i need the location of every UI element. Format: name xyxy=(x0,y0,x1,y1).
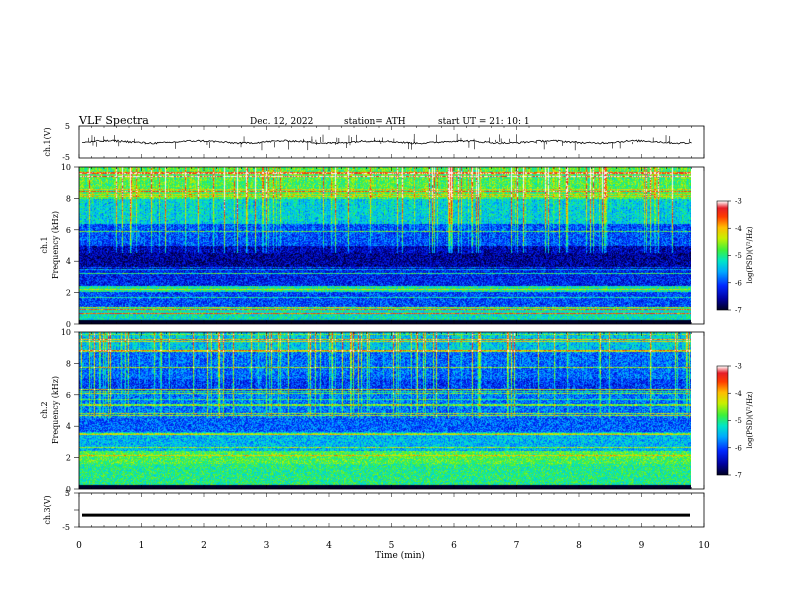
ch3-waveform-frame xyxy=(78,492,705,528)
ch2-colorbar-tick-label-4: -7 xyxy=(735,472,742,480)
ch2-spectrogram-heatmap xyxy=(79,332,691,489)
ch1-spectrogram-panel: 0 2 4 6 8 10 ch.1 Frequency (kHz) xyxy=(40,163,705,329)
ch1-colorbar-ticks: -3 -4 -5 -6 -7 xyxy=(728,198,742,315)
ch1-spectrogram-yticks: 0 2 4 6 8 10 xyxy=(61,163,79,329)
ch2-colorbar: -3 -4 -5 -6 -7 log(PSD)(V²/Hz) xyxy=(716,363,754,480)
ch1-spectrogram-ytick-label-3: 6 xyxy=(66,226,71,235)
xtick-label-7: 7 xyxy=(514,541,520,551)
station-label: station= ATH xyxy=(344,117,406,127)
time-axis-label: Time (min) xyxy=(375,550,425,561)
ch1-waveform-ylabel: ch.1(V) xyxy=(43,127,52,156)
ch2-spectrogram-ytick-label-0: 0 xyxy=(66,485,71,494)
ch2-colorbar-gradient xyxy=(717,366,728,475)
xtick-label-9: 9 xyxy=(639,541,645,551)
xtick-label-1: 1 xyxy=(139,541,145,551)
ch1-spectrogram-ytick-label-4: 8 xyxy=(66,194,71,203)
ch1-spectrogram-ytick-label-2: 4 xyxy=(66,257,71,266)
ch2-spectrogram-ytick-label-2: 4 xyxy=(66,422,71,431)
ch1-colorbar-gradient xyxy=(717,201,728,310)
ch3-waveform-ylabel: ch.3(V) xyxy=(43,495,52,524)
ch2-colorbar-ticks: -3 -4 -5 -6 -7 xyxy=(728,363,742,480)
ch1-waveform-panel: 5 -5 ch.1(V) xyxy=(43,122,705,162)
ch2-colorbar-tick-label-0: -3 xyxy=(735,363,742,371)
ch2-spectrogram-ytick-label-5: 10 xyxy=(61,328,71,337)
xtick-label-2: 2 xyxy=(201,541,207,551)
ch2-colorbar-tick-label-3: -6 xyxy=(735,444,742,452)
xtick-label-10: 10 xyxy=(698,541,710,551)
shared-time-ticks xyxy=(78,126,705,527)
ch2-colorbar-tick-label-1: -4 xyxy=(735,390,742,398)
ch2-spectrogram-ytick-label-3: 6 xyxy=(66,391,71,400)
ch1-waveform-line xyxy=(82,139,692,145)
xtick-label-0: 0 xyxy=(76,541,82,551)
ch1-waveform-spikes xyxy=(88,133,690,151)
ch2-colorbar-tick-label-2: -5 xyxy=(735,417,742,425)
ch1-spectrogram-ytick-label-1: 2 xyxy=(66,289,71,298)
time-x-axis: 0 1 2 3 4 5 6 7 8 9 10 xyxy=(76,541,710,551)
ch2-spectrogram-ytick-label-4: 8 xyxy=(66,359,71,368)
ch2-spectrogram-yticks: 0 2 4 6 8 10 xyxy=(61,328,79,494)
ch1-spectrogram-ytick-label-5: 10 xyxy=(61,163,71,172)
ch1-colorbar-tick-label-1: -4 xyxy=(735,225,742,233)
ch2-spectrogram-ylabel-channel: ch.2 xyxy=(40,401,49,418)
xtick-label-3: 3 xyxy=(264,541,270,551)
ch1-ytick-top: 5 xyxy=(65,122,70,131)
xtick-label-5: 5 xyxy=(389,541,395,551)
ch1-spectrogram-heatmap xyxy=(79,167,691,324)
ch2-spectrogram-ytick-label-1: 2 xyxy=(66,454,71,463)
ch1-ytick-bottom: -5 xyxy=(62,153,70,162)
ch2-colorbar-label: log(PSD)(V²/Hz) xyxy=(746,391,754,448)
ch1-spectrogram-ytick-label-0: 0 xyxy=(66,320,71,329)
figure-title: VLF Spectra xyxy=(78,114,149,127)
ch2-spectrogram-ylabel: Frequency (kHz) xyxy=(51,376,60,444)
ch2-spectrogram-panel: 0 2 4 6 8 10 ch.2 Frequency (kHz) xyxy=(40,328,705,494)
ch1-colorbar-tick-label-4: -7 xyxy=(735,307,742,315)
ch1-colorbar-label: log(PSD)(V²/Hz) xyxy=(746,226,754,283)
xtick-label-8: 8 xyxy=(576,541,582,551)
ch1-colorbar: -3 -4 -5 -6 -7 log(PSD)(V²/Hz) xyxy=(716,198,754,315)
ch1-spectrogram-ylabel-channel: ch.1 xyxy=(40,236,49,253)
ch3-waveform-panel: 5 -5 ch.3(V) 0 1 2 3 4 5 6 7 8 9 10 Time (min) xyxy=(43,489,710,561)
start-time-label: start UT = 21: 10: 1 xyxy=(438,117,530,127)
ch3-ytick-label-2: -5 xyxy=(62,523,70,532)
xtick-label-6: 6 xyxy=(451,541,457,551)
ch3-waveform-yticks: 5 -5 xyxy=(62,489,79,532)
xtick-label-4: 4 xyxy=(326,541,332,551)
ch3-ytick-label-0: 5 xyxy=(65,489,70,498)
ch1-colorbar-tick-label-0: -3 xyxy=(735,198,742,206)
ch1-colorbar-tick-label-3: -6 xyxy=(735,279,742,287)
ch1-spectrogram-ylabel: Frequency (kHz) xyxy=(51,211,60,279)
date-label: Dec. 12, 2022 xyxy=(250,117,313,127)
ch1-colorbar-tick-label-2: -5 xyxy=(735,252,742,260)
